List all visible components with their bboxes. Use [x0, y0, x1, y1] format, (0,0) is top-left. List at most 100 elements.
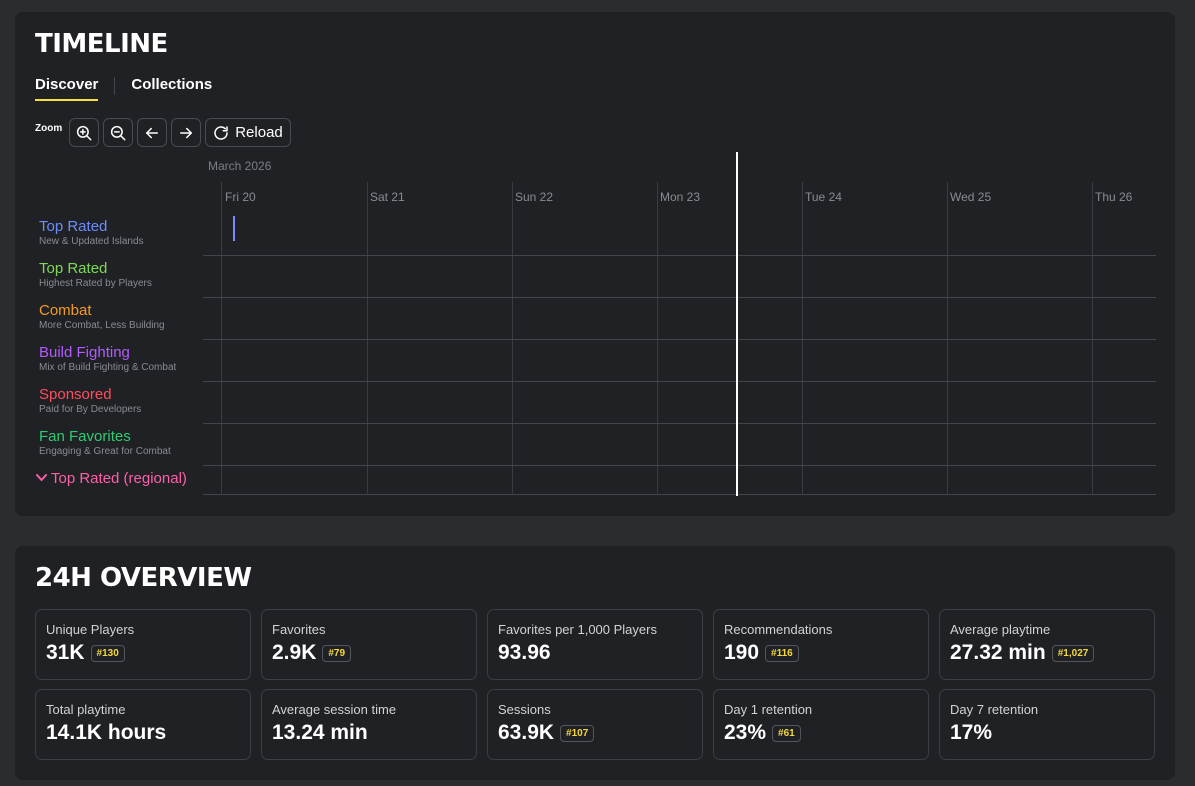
stat-value-row: 31K #130	[46, 641, 125, 665]
stat-card: Average session time 13.24 min	[261, 689, 477, 760]
row-subtitle: New & Updated Islands	[39, 236, 144, 247]
stat-value: 23%	[724, 721, 767, 744]
timeline-row-combat[interactable]: Combat More Combat, Less Building	[39, 302, 165, 331]
stat-card: Favorites per 1,000 Players 93.96	[487, 609, 703, 680]
refresh-icon	[214, 125, 228, 140]
stat-value-row: 17%	[950, 721, 992, 745]
row-divider	[203, 423, 1156, 424]
stat-label: Average session time	[272, 702, 397, 717]
timeline-row-sponsored[interactable]: Sponsored Paid for By Developers	[39, 386, 141, 415]
row-subtitle: More Combat, Less Building	[39, 320, 165, 331]
day-gridline	[221, 182, 222, 495]
day-gridline	[512, 182, 513, 495]
arrow-left-icon	[146, 127, 159, 138]
row-divider	[203, 255, 1156, 256]
stat-card: Recommendations 190 #116	[713, 609, 929, 680]
row-divider	[203, 494, 1156, 495]
row-title: Sponsored	[39, 386, 112, 403]
stat-value-row: 93.96	[498, 641, 551, 665]
rank-badge: #116	[765, 644, 799, 662]
zoom-in-button[interactable]	[69, 118, 100, 147]
current-time-indicator	[736, 152, 738, 496]
stat-label: Sessions	[498, 702, 551, 717]
row-subtitle: Paid for By Developers	[39, 404, 142, 415]
stat-card: Total playtime 14.1K hours	[35, 689, 251, 760]
stat-value-row: 2.9K #79	[272, 641, 352, 665]
day-gridline	[367, 182, 368, 495]
reload-button[interactable]: Reload	[205, 118, 291, 147]
day-label: Tue 24	[805, 190, 842, 204]
stat-value: 27.32 min	[950, 641, 1046, 664]
stat-label: Average playtime	[950, 622, 1051, 637]
row-divider	[203, 465, 1156, 466]
stat-card: Average playtime 27.32 min #1,027	[939, 609, 1155, 680]
stat-card: Sessions 63.9K #107	[487, 689, 703, 760]
zoom-in-icon	[77, 125, 92, 140]
zoom-toolbar: Zoom Reload	[35, 118, 295, 147]
row-subtitle: Engaging & Great for Combat	[39, 446, 171, 457]
stat-label: Day 7 retention	[950, 702, 1039, 717]
stat-value: 31K	[46, 641, 85, 664]
stat-value-row: 63.9K #107	[498, 721, 595, 745]
stat-card: Unique Players 31K #130	[35, 609, 251, 680]
row-title: Top Rated	[39, 260, 108, 277]
stat-value: 13.24 min	[272, 721, 368, 744]
stat-value-row: 14.1K hours	[46, 721, 166, 745]
chevron-down-icon	[35, 470, 48, 487]
stat-card: Day 1 retention 23% #61	[713, 689, 929, 760]
reload-label: Reload	[235, 124, 283, 141]
stat-card: Favorites 2.9K #79	[261, 609, 477, 680]
stat-card: Day 7 retention 17%	[939, 689, 1155, 760]
row-title-collapsible: Top Rated (regional)	[35, 470, 187, 487]
row-divider	[203, 381, 1156, 382]
timeline-row-top-rated[interactable]: Top Rated New & Updated Islands	[39, 218, 144, 247]
day-gridline	[657, 182, 658, 495]
timeline-row-top-rated-regional[interactable]: Top Rated (regional)	[35, 470, 187, 487]
timeline-row-top-rated-players[interactable]: Top Rated Highest Rated by Players	[39, 260, 152, 289]
stat-label: Unique Players	[46, 622, 135, 637]
rank-badge: #130	[90, 644, 125, 662]
rank-badge: #107	[560, 724, 595, 742]
stat-label: Favorites per 1,000 Players	[498, 622, 657, 637]
stat-value-row: 190 #116	[724, 641, 799, 665]
stat-value: 2.9K	[272, 641, 317, 664]
stat-label: Favorites	[272, 622, 326, 637]
stat-value-row: 27.32 min #1,027	[950, 641, 1095, 665]
row-title: Combat	[39, 302, 92, 319]
row-divider	[203, 297, 1156, 298]
day-label: Fri 20	[225, 190, 256, 204]
stat-value: 14.1K hours	[46, 721, 167, 744]
timeline-event-marker[interactable]	[233, 216, 235, 241]
tab-discover[interactable]: Discover	[35, 76, 99, 101]
overview-card: 24H OVERVIEW Unique Players 31K #130 Favori…	[15, 546, 1175, 780]
scroll-right-button[interactable]	[171, 118, 202, 147]
stat-value: 17%	[950, 721, 993, 744]
stat-label: Day 1 retention	[724, 702, 813, 717]
rank-badge: #79	[322, 644, 352, 662]
row-subtitle: Highest Rated by Players	[39, 278, 152, 289]
row-title: Build Fighting	[39, 344, 130, 361]
scroll-left-button[interactable]	[137, 118, 168, 147]
timeline-title: TIMELINE	[35, 29, 168, 59]
row-title: Fan Favorites	[39, 428, 131, 445]
row-subtitle: Mix of Build Fighting & Combat	[39, 362, 177, 373]
tab-collections[interactable]: Collections	[131, 76, 213, 93]
stat-label: Recommendations	[724, 622, 833, 637]
collapsed-row-title: Top Rated (regional)	[51, 470, 187, 487]
row-divider	[203, 339, 1156, 340]
day-gridline	[1092, 182, 1093, 495]
stat-value-row: 13.24 min	[272, 721, 368, 745]
day-label: Sun 22	[515, 190, 554, 204]
zoom-out-button[interactable]	[103, 118, 134, 147]
zoom-out-icon	[111, 125, 126, 140]
row-title: Top Rated	[39, 218, 108, 235]
stat-label: Total playtime	[46, 702, 126, 717]
timeline-tabs: Discover Collections	[35, 76, 212, 101]
day-label: Wed 25	[950, 190, 992, 204]
stat-value: 190	[724, 641, 760, 664]
timeline-row-fan-favorites[interactable]: Fan Favorites Engaging & Great for Comba…	[39, 428, 171, 457]
stat-value: 63.9K	[498, 721, 555, 744]
timeline-row-build-fighting[interactable]: Build Fighting Mix of Build Fighting & C…	[39, 344, 176, 373]
zoom-label: Zoom	[35, 123, 63, 134]
stat-value-row: 23% #61	[724, 721, 801, 745]
